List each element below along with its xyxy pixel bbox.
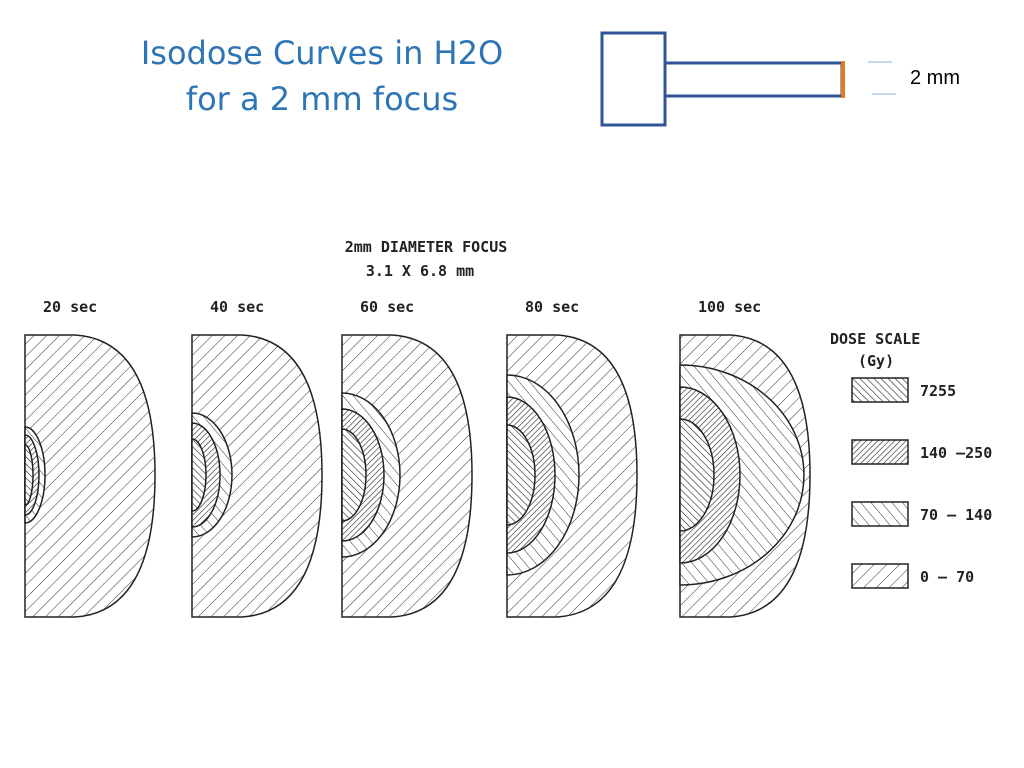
legend-label: 70 – 140: [920, 506, 992, 524]
probe-shaft: [663, 61, 844, 98]
legend-label: 140 –250: [920, 444, 992, 462]
panel-label: 80 sec: [525, 298, 579, 316]
probe-label: 2 mm: [910, 67, 960, 89]
legend-swatch: [851, 501, 909, 527]
figure-subtitle: 3.1 X 6.8 mm: [366, 262, 474, 280]
legend-swatch: [851, 377, 909, 403]
legend-label: 0 – 70: [920, 568, 974, 586]
dose-region: [341, 334, 473, 618]
legend-swatch: [851, 439, 909, 465]
legend-title: DOSE SCALE: [830, 330, 920, 348]
dose-region: [679, 418, 715, 532]
figure-title: 2mm DIAMETER FOCUS: [345, 238, 508, 256]
legend-unit: (Gy): [858, 352, 894, 370]
dose-region: [506, 424, 536, 526]
panel-label: 20 sec: [43, 298, 97, 316]
legend-swatch: [851, 563, 909, 589]
panel-label: 40 sec: [210, 298, 264, 316]
dose-region: [24, 444, 34, 506]
title-line: Isodose Curves in H2O: [141, 34, 503, 72]
probe-head: [600, 31, 667, 127]
dose-region: [24, 334, 156, 618]
panel-label: 100 sec: [698, 298, 761, 316]
dose-region: [341, 428, 367, 522]
panel-label: 60 sec: [360, 298, 414, 316]
title-line: for a 2 mm focus: [186, 80, 458, 118]
legend-label: 7255: [920, 382, 956, 400]
dose-region: [191, 334, 323, 618]
dose-region: [191, 438, 207, 512]
